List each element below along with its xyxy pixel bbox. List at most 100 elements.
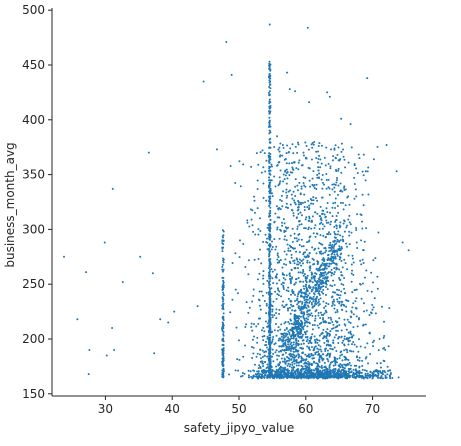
data-point xyxy=(215,148,218,151)
data-point xyxy=(264,361,267,364)
data-point xyxy=(320,162,323,165)
data-point xyxy=(310,277,313,280)
data-point xyxy=(325,219,328,222)
data-point xyxy=(342,222,345,225)
data-point xyxy=(259,357,262,360)
data-point xyxy=(282,376,285,379)
data-point xyxy=(324,164,327,167)
data-point xyxy=(251,224,254,227)
data-point xyxy=(333,262,336,265)
data-point xyxy=(291,309,294,312)
data-point xyxy=(261,349,264,352)
data-point xyxy=(302,285,305,288)
data-point xyxy=(300,377,303,380)
data-point xyxy=(341,202,344,204)
data-point xyxy=(259,317,261,320)
data-point xyxy=(258,290,261,293)
data-point xyxy=(332,327,335,330)
data-point xyxy=(287,286,290,289)
data-point xyxy=(281,154,284,157)
data-point xyxy=(371,341,374,344)
data-point xyxy=(261,374,264,377)
data-point xyxy=(268,331,271,334)
data-point xyxy=(338,245,341,248)
data-point xyxy=(322,357,325,360)
data-point xyxy=(305,367,308,370)
data-point xyxy=(297,238,300,241)
data-point xyxy=(280,335,283,338)
data-point xyxy=(250,165,253,168)
data-point xyxy=(340,282,343,285)
data-point xyxy=(334,197,337,200)
data-point xyxy=(300,355,303,358)
data-point xyxy=(317,314,320,317)
data-point xyxy=(303,322,306,325)
data-point xyxy=(317,169,320,172)
data-point xyxy=(318,290,321,293)
data-point xyxy=(333,346,336,349)
data-point xyxy=(292,152,295,155)
data-point xyxy=(268,277,271,280)
data-point xyxy=(173,310,176,313)
data-point xyxy=(318,303,321,306)
data-point xyxy=(343,220,346,223)
data-point xyxy=(281,304,284,307)
data-point xyxy=(331,272,333,275)
data-point xyxy=(222,268,225,271)
data-point xyxy=(316,364,319,367)
data-point xyxy=(308,207,311,210)
data-point xyxy=(286,144,289,147)
data-point xyxy=(222,302,225,305)
data-point xyxy=(289,278,292,281)
data-point xyxy=(275,376,278,379)
data-point xyxy=(291,374,294,377)
data-point xyxy=(360,371,363,374)
data-point xyxy=(267,324,270,327)
data-point xyxy=(268,102,271,105)
data-point xyxy=(328,187,331,190)
data-point xyxy=(275,297,278,300)
data-point xyxy=(296,258,299,261)
data-point xyxy=(344,188,347,191)
data-point xyxy=(338,249,341,252)
data-point xyxy=(331,260,334,263)
data-point xyxy=(388,374,391,377)
data-point xyxy=(222,261,225,264)
data-point xyxy=(239,375,242,378)
data-point xyxy=(222,374,225,377)
data-point xyxy=(303,376,306,379)
data-point xyxy=(282,190,285,193)
data-point xyxy=(274,185,277,188)
data-point xyxy=(355,355,358,358)
data-point xyxy=(344,292,347,295)
data-point xyxy=(303,227,306,230)
data-point xyxy=(282,173,285,176)
data-point xyxy=(333,271,336,274)
data-point xyxy=(336,369,339,372)
data-point xyxy=(323,369,326,372)
data-point xyxy=(336,176,339,179)
data-point xyxy=(343,355,346,358)
y-axis-label: business_month_avg xyxy=(3,142,17,267)
data-point xyxy=(333,304,336,307)
data-point xyxy=(270,165,273,168)
data-point xyxy=(268,268,271,271)
data-point xyxy=(269,210,272,213)
data-point xyxy=(332,339,335,342)
data-point xyxy=(310,354,313,357)
data-point xyxy=(202,80,205,83)
data-point xyxy=(308,362,311,365)
data-point xyxy=(320,332,323,335)
data-point xyxy=(355,241,358,244)
data-point xyxy=(353,343,356,346)
data-point xyxy=(221,270,224,273)
data-point xyxy=(348,221,351,224)
data-point xyxy=(343,367,346,370)
data-point xyxy=(290,162,293,165)
data-point xyxy=(222,291,225,294)
data-point xyxy=(355,195,358,198)
data-point xyxy=(389,372,392,375)
data-point xyxy=(284,226,287,229)
data-point xyxy=(334,361,337,364)
data-point xyxy=(221,360,224,363)
